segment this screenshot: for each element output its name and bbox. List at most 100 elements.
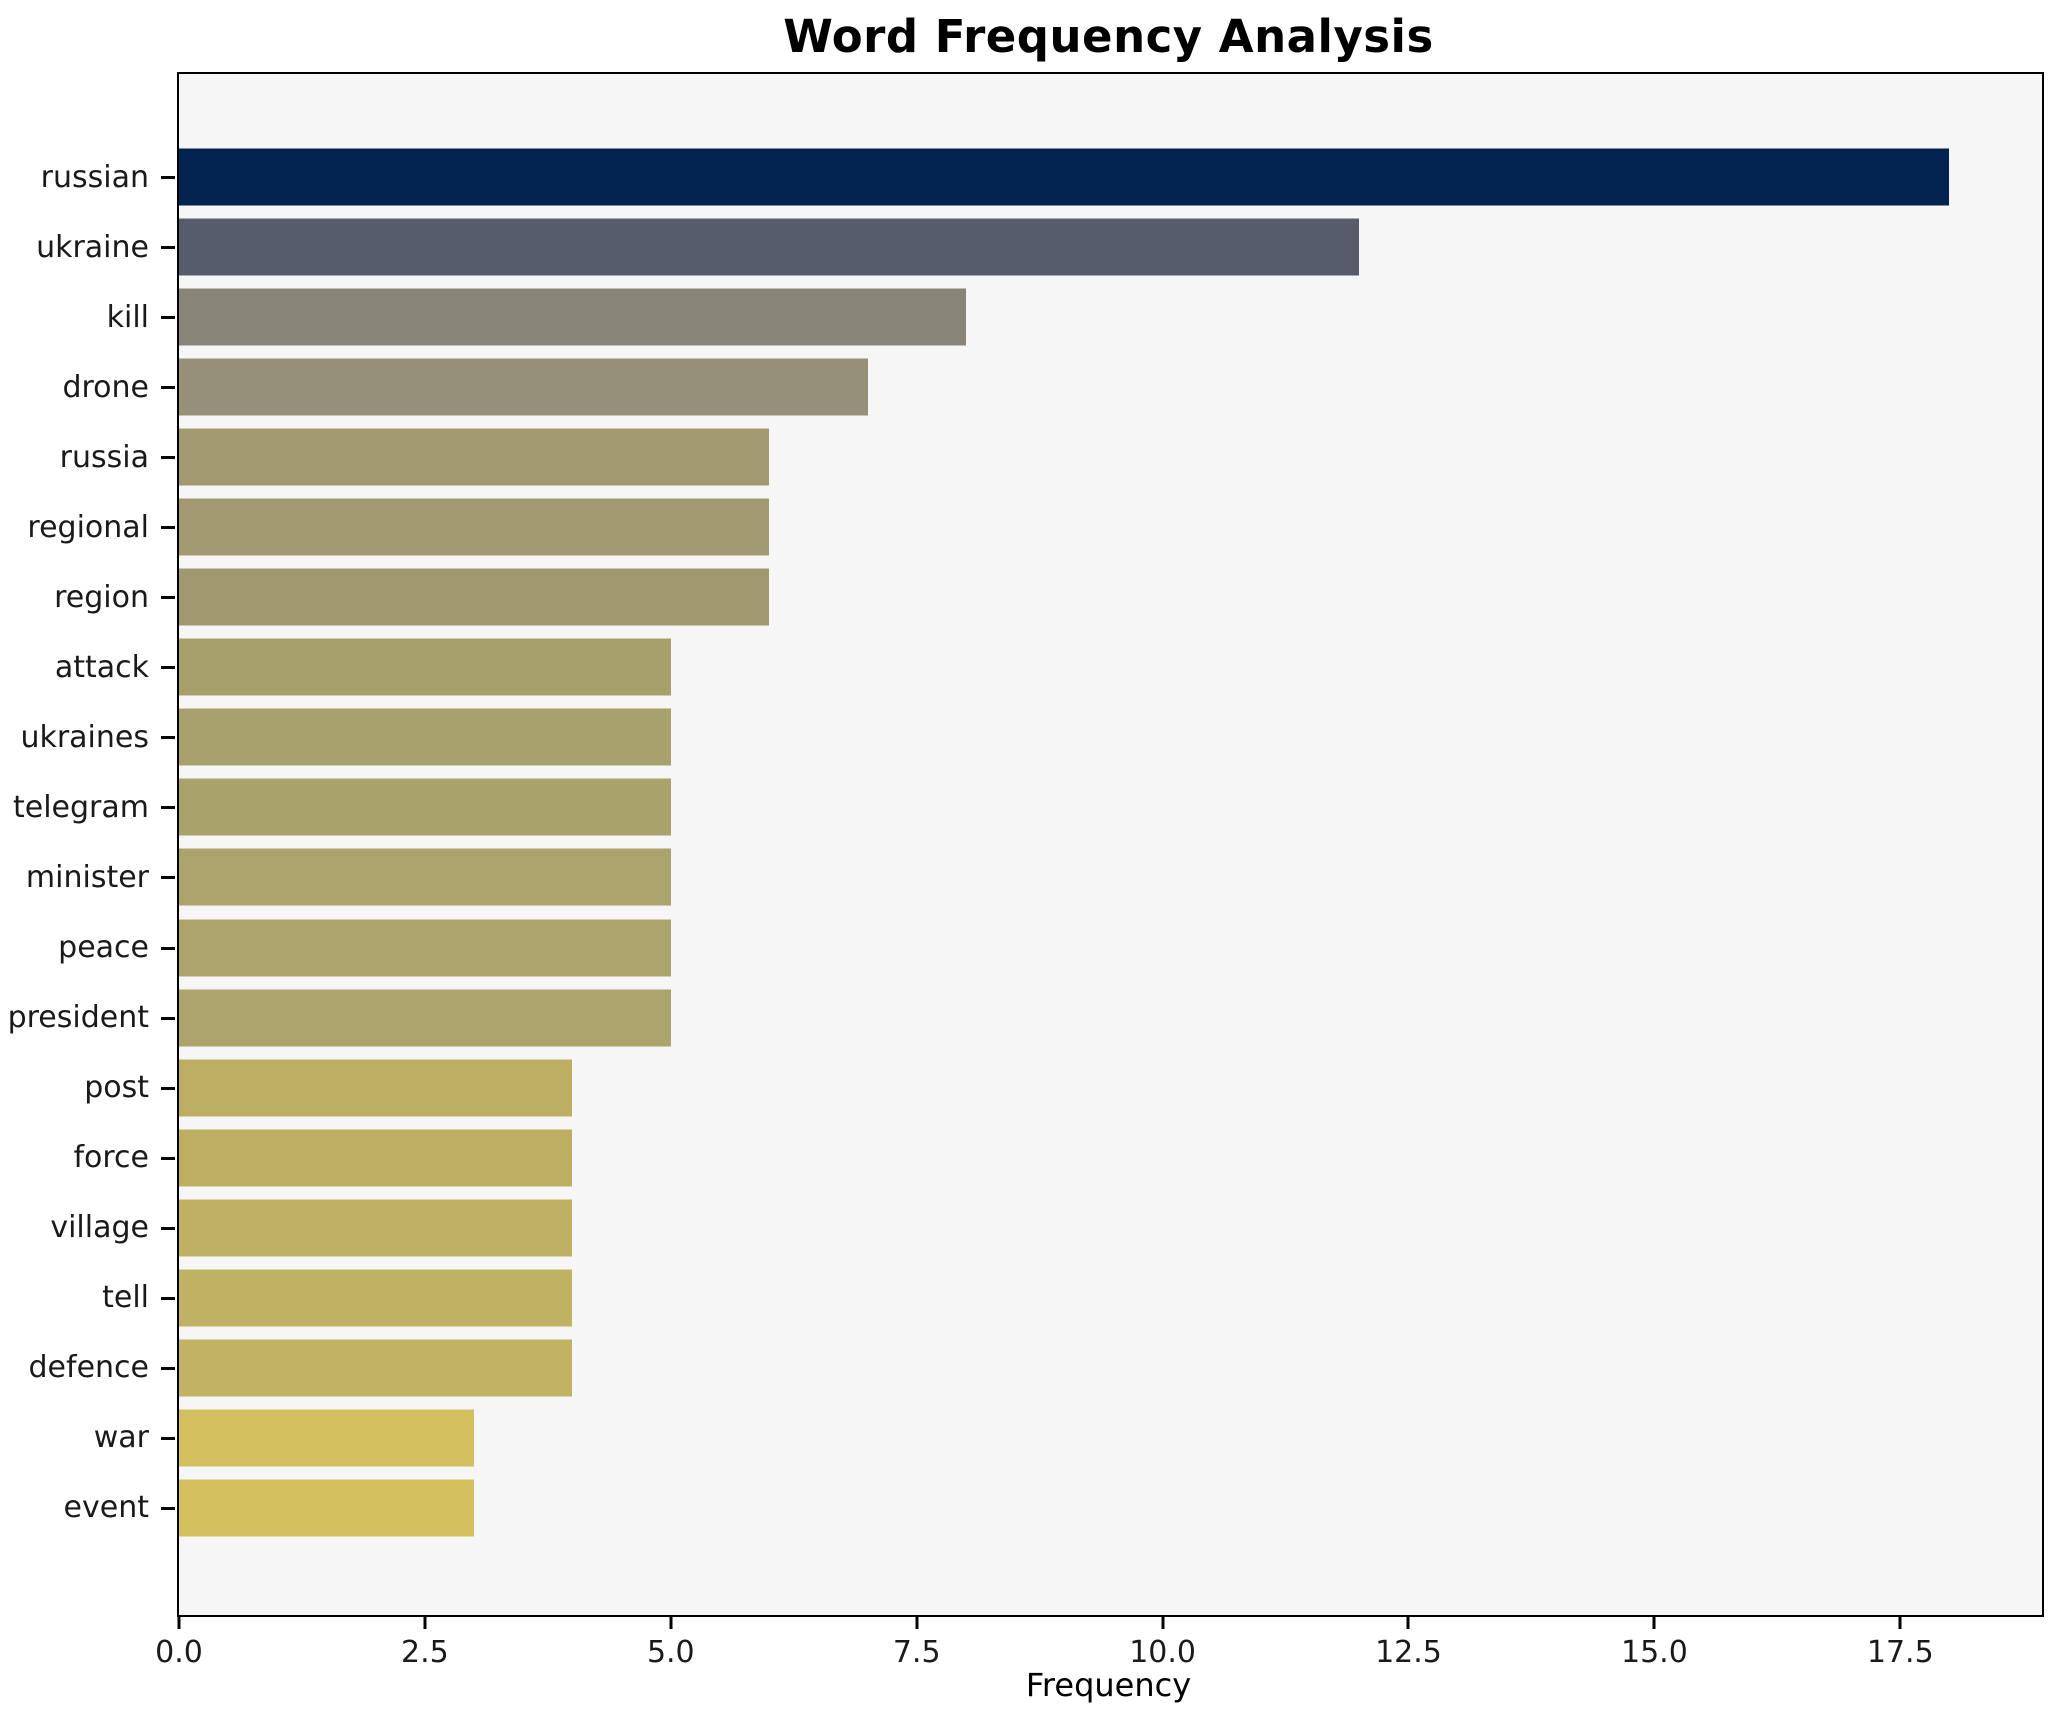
y-label-row: defence: [0, 1333, 177, 1403]
y-label-attack: attack: [54, 649, 149, 685]
y-tick-mark: [161, 1156, 175, 1160]
bar-force: [179, 1129, 573, 1187]
bar-village: [179, 1199, 573, 1257]
y-label-region: region: [54, 579, 149, 615]
y-tick-mark: [161, 1016, 175, 1020]
y-label-defence: defence: [28, 1350, 149, 1386]
bar-ukraine: [179, 218, 1360, 276]
bar-president: [179, 989, 671, 1047]
y-label-row: telegram: [0, 772, 177, 842]
bar-kill: [179, 288, 966, 346]
bar-post: [179, 1059, 573, 1117]
x-tick-mark: [177, 1615, 181, 1629]
y-label-russia: russia: [59, 439, 149, 475]
bar-row: [179, 772, 2038, 842]
y-tick-mark: [161, 246, 175, 250]
y-label-row: attack: [0, 632, 177, 702]
y-label-drone: drone: [62, 369, 149, 405]
y-tick-mark: [161, 806, 175, 810]
y-label-russian: russian: [40, 159, 149, 195]
bar-row: [179, 142, 2038, 212]
y-label-force: force: [73, 1140, 149, 1176]
y-tick-mark: [161, 1296, 175, 1300]
x-axis-label: Frequency: [1025, 1666, 1192, 1704]
y-tick-mark: [161, 386, 175, 390]
y-tick-mark: [161, 1086, 175, 1090]
bar-russian: [179, 148, 1950, 206]
bar-drone: [179, 358, 868, 416]
y-label-row: regional: [0, 492, 177, 562]
y-tick-mark: [161, 456, 175, 460]
bar-row: [179, 1263, 2038, 1333]
x-tick-mark: [1406, 1615, 1410, 1629]
x-tick-label: 2.5: [401, 1635, 449, 1670]
y-label-row: war: [0, 1403, 177, 1473]
bars-container: [179, 74, 2038, 1611]
bar-attack: [179, 638, 671, 696]
y-label-telegram: telegram: [13, 789, 149, 825]
y-tick-mark: [161, 666, 175, 670]
x-tick-label: 12.5: [1375, 1635, 1442, 1670]
y-label-event: event: [63, 1490, 149, 1526]
bar-telegram: [179, 778, 671, 836]
bar-row: [179, 983, 2038, 1053]
chart-title: Word Frequency Analysis: [783, 10, 1434, 63]
bar-row: [179, 702, 2038, 772]
x-tick-label: 17.5: [1866, 1635, 1934, 1670]
y-tick-mark: [161, 736, 175, 740]
y-label-peace: peace: [58, 930, 149, 966]
bar-tell: [179, 1269, 573, 1327]
bar-row: [179, 1123, 2038, 1193]
bar-region: [179, 568, 770, 626]
y-label-village: village: [50, 1210, 149, 1246]
y-tick-mark: [161, 1366, 175, 1370]
bar-row: [179, 1473, 2038, 1543]
y-label-row: post: [0, 1053, 177, 1123]
y-label-kill: kill: [106, 299, 149, 335]
y-label-row: ukraines: [0, 702, 177, 772]
x-tick-label: 15.0: [1620, 1635, 1688, 1670]
y-tick-mark: [161, 1436, 175, 1440]
y-label-ukraines: ukraines: [20, 719, 149, 755]
x-tick-mark: [1161, 1615, 1165, 1629]
bar-war: [179, 1409, 475, 1467]
bar-row: [179, 422, 2038, 492]
y-tick-mark: [161, 876, 175, 880]
y-label-row: russian: [0, 142, 177, 212]
y-label-row: peace: [0, 913, 177, 983]
bar-row: [179, 1333, 2038, 1403]
y-tick-mark: [161, 596, 175, 600]
y-label-row: event: [0, 1473, 177, 1543]
x-tick-mark: [1652, 1615, 1656, 1629]
y-label-row: village: [0, 1193, 177, 1263]
bar-row: [179, 1403, 2038, 1473]
bar-ukraines: [179, 708, 671, 766]
y-tick-mark: [161, 1506, 175, 1510]
bar-event: [179, 1479, 475, 1537]
bar-row: [179, 1193, 2038, 1263]
bar-row: [179, 282, 2038, 352]
y-label-tell: tell: [102, 1280, 149, 1316]
y-label-row: russia: [0, 422, 177, 492]
y-label-row: region: [0, 562, 177, 632]
x-tick-mark: [669, 1615, 673, 1629]
y-tick-mark: [161, 176, 175, 180]
x-tick-mark: [1898, 1615, 1902, 1629]
bar-minister: [179, 848, 671, 906]
bar-row: [179, 842, 2038, 912]
y-label-row: ukraine: [0, 212, 177, 282]
bar-row: [179, 212, 2038, 282]
bar-row: [179, 352, 2038, 422]
y-tick-mark: [161, 316, 175, 320]
y-tick-mark: [161, 526, 175, 530]
y-label-row: kill: [0, 282, 177, 352]
x-tick-label: 5.0: [646, 1635, 695, 1670]
x-tick-label: 7.5: [892, 1635, 941, 1670]
bar-russia: [179, 428, 770, 486]
bar-regional: [179, 498, 770, 556]
y-label-row: drone: [0, 352, 177, 422]
bar-defence: [179, 1339, 573, 1397]
y-label-row: tell: [0, 1263, 177, 1333]
y-label-row: force: [0, 1123, 177, 1193]
